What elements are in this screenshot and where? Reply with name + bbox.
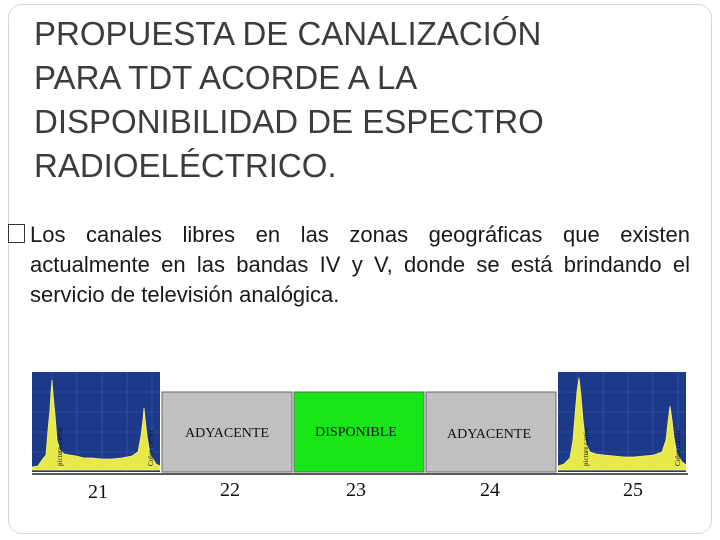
- left-signal-trace: [32, 379, 161, 471]
- left-spectrum-plot: picture carrier Color carrier: [32, 372, 161, 472]
- channel-number-23: 23: [346, 479, 366, 501]
- bullet-item: Los canales libres en las zonas geográfi…: [8, 220, 690, 310]
- right-color-carrier-label: Color carrier: [674, 429, 682, 466]
- spectrum-diagram: picture carrier Color carrier ADYACENTE …: [32, 372, 688, 503]
- right-picture-carrier-label: picture carrier: [582, 426, 590, 466]
- right-spectrum-plot: picture carrier Color carrier: [557, 372, 687, 472]
- adjacent-block-24: ADYACENTE: [425, 391, 557, 473]
- channel-number-24: 24: [480, 479, 500, 501]
- channel-number-21: 21: [88, 481, 108, 503]
- block-23-label: DISPONIBLE: [315, 425, 397, 440]
- block-24-label: ADYACENTE: [447, 427, 531, 442]
- available-block-23: DISPONIBLE: [293, 391, 425, 473]
- slide-frame: [8, 4, 712, 534]
- adjacent-block-22: ADYACENTE: [161, 391, 293, 473]
- left-color-carrier-label: Color carrier: [147, 429, 155, 466]
- bullet-box-icon: [8, 224, 25, 243]
- channel-number-25: 25: [623, 479, 643, 501]
- right-signal-trace: [557, 377, 687, 471]
- slide-title: PROPUESTA DE CANALIZACIÓN PARA TDT ACORD…: [34, 15, 544, 184]
- channel-number-22: 22: [220, 479, 240, 501]
- block-22-label: ADYACENTE: [185, 426, 269, 441]
- left-picture-carrier-label: picture carrier: [56, 426, 64, 466]
- bullet-text: Los canales libres en las zonas geográfi…: [30, 222, 690, 307]
